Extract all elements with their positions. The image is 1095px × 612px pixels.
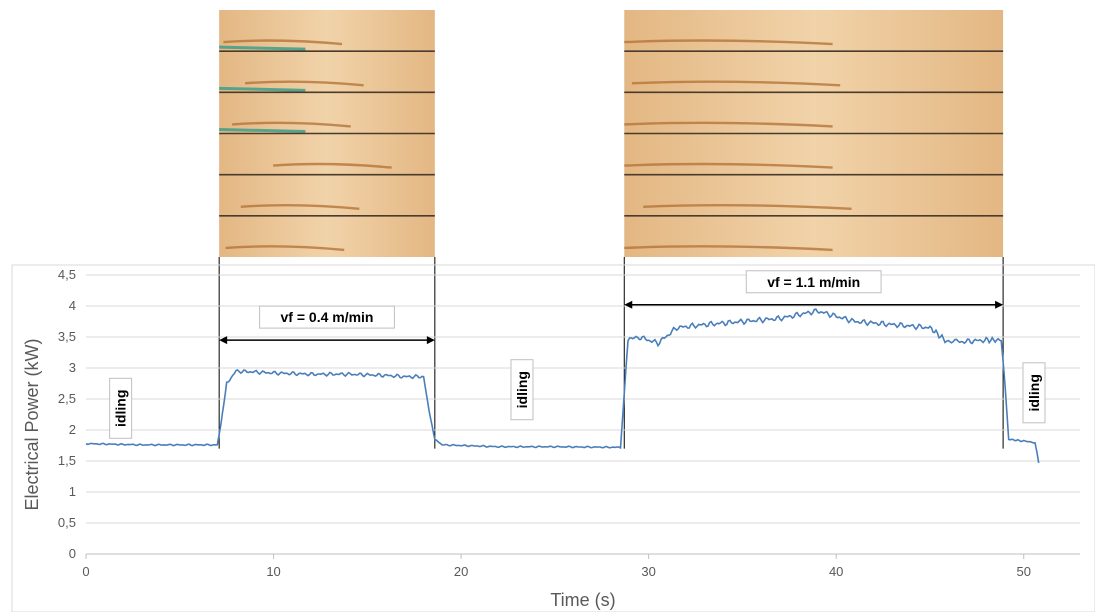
gridlines: [11, 264, 1095, 612]
idling-annotation: idling: [510, 359, 534, 421]
wood-green-mark: [219, 128, 306, 133]
wood-grain-stripe: [272, 162, 392, 169]
y-tick-label: 1,5: [58, 453, 76, 468]
wood-grain-stripe: [631, 80, 841, 87]
wood-grain-stripe: [624, 162, 833, 169]
x-tick-label: 40: [829, 564, 843, 579]
y-tick-label: 3,5: [58, 329, 76, 344]
photos-layer: [218, 10, 1004, 449]
wood-grain-stripe: [624, 245, 833, 252]
idling-label: idling: [514, 371, 530, 408]
y-tick-label: 0,5: [58, 515, 76, 530]
feed-rate-annotation: vf = 1.1 m/min: [624, 270, 1004, 309]
wood-grain-stripe: [232, 121, 351, 128]
idling-label: idling: [113, 390, 129, 427]
y-tick-label: 2,5: [58, 391, 76, 406]
idling-annotation: idling: [1022, 362, 1046, 424]
y-tick-label: 1: [69, 484, 76, 499]
x-tick-label: 10: [266, 564, 280, 579]
chart-frame: [11, 264, 1095, 612]
power-series-line: [85, 308, 1040, 464]
wood-grain-stripe: [225, 245, 345, 252]
wood-green-mark: [219, 45, 306, 51]
y-tick-label: 3: [69, 360, 76, 375]
axes: 0 0,5 1 1,5 2 2,5 3 3,5 4 4,5 0 10 20 30 40 50: [58, 267, 1080, 579]
y-tick-label: 2: [69, 422, 76, 437]
annotations-layer: vf = 0.4 m/min vf = 1.1 m/min idling idling…: [109, 270, 1046, 439]
x-axis-title: Time (s): [550, 590, 615, 610]
y-tick-label: 4,5: [58, 267, 76, 282]
idling-label: idling: [1026, 374, 1042, 411]
x-tick-label: 30: [641, 564, 655, 579]
wood-green-mark: [219, 86, 306, 92]
wood-grain-stripe: [643, 203, 852, 210]
x-tick-label: 50: [1017, 564, 1031, 579]
wood-grain-stripe: [244, 80, 364, 87]
feed-rate-label: vf = 1.1 m/min: [767, 274, 860, 290]
y-tick-label: 4: [69, 298, 76, 313]
wood-grain-stripe: [223, 39, 343, 46]
series-layer: [85, 308, 1040, 464]
x-tick-label: 20: [454, 564, 468, 579]
wood-grain-stripe: [624, 121, 833, 128]
wood-sample-photo-0-4: [218, 10, 436, 449]
y-tick-label: 0: [69, 546, 76, 561]
x-tick-label: 0: [82, 564, 89, 579]
wood-grain-stripe: [240, 203, 360, 210]
idling-annotation: idling: [109, 377, 133, 439]
wood-sample-photo-1-1: [623, 10, 1004, 449]
feed-rate-label: vf = 0.4 m/min: [281, 309, 374, 325]
wood-grain-stripe: [624, 39, 833, 46]
feed-rate-annotation: vf = 0.4 m/min: [219, 305, 435, 345]
y-axis-title: Electrical Power (kW): [22, 338, 42, 510]
